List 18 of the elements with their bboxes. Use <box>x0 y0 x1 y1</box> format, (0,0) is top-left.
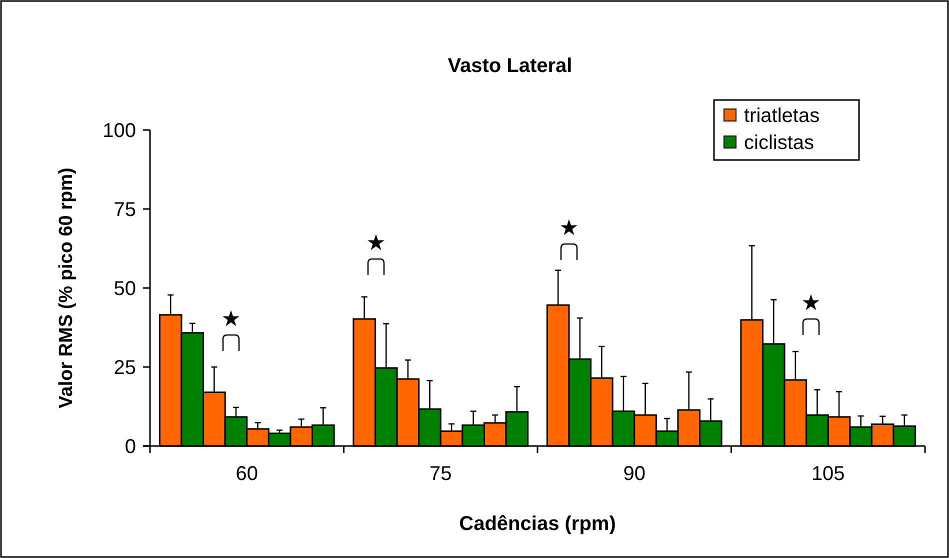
x-tick-label: 60 <box>236 463 258 485</box>
x-tick-label: 105 <box>811 463 845 485</box>
x-axis-title: Cadências (rpm) <box>459 513 616 535</box>
y-axis-title: Valor RMS (% pico 60 rpm) <box>56 168 77 408</box>
annotation: ★ <box>801 291 821 316</box>
y-tick-label: 75 <box>114 199 136 221</box>
y-tick-label: 25 <box>114 357 136 379</box>
annotation: ★ <box>559 216 579 241</box>
legend-label: triatletas <box>744 105 820 127</box>
y-tick-label: 0 <box>124 436 136 458</box>
x-tick-label: 90 <box>623 463 646 485</box>
annotation: ★ <box>366 231 386 256</box>
chart-title: Vasto Lateral <box>448 55 572 77</box>
annotation: ★ <box>221 307 241 332</box>
x-tick-label: 75 <box>430 463 452 485</box>
y-tick-label: 100 <box>102 120 136 142</box>
y-tick-label: 50 <box>114 278 136 300</box>
legend-label: ciclistas <box>744 132 814 154</box>
